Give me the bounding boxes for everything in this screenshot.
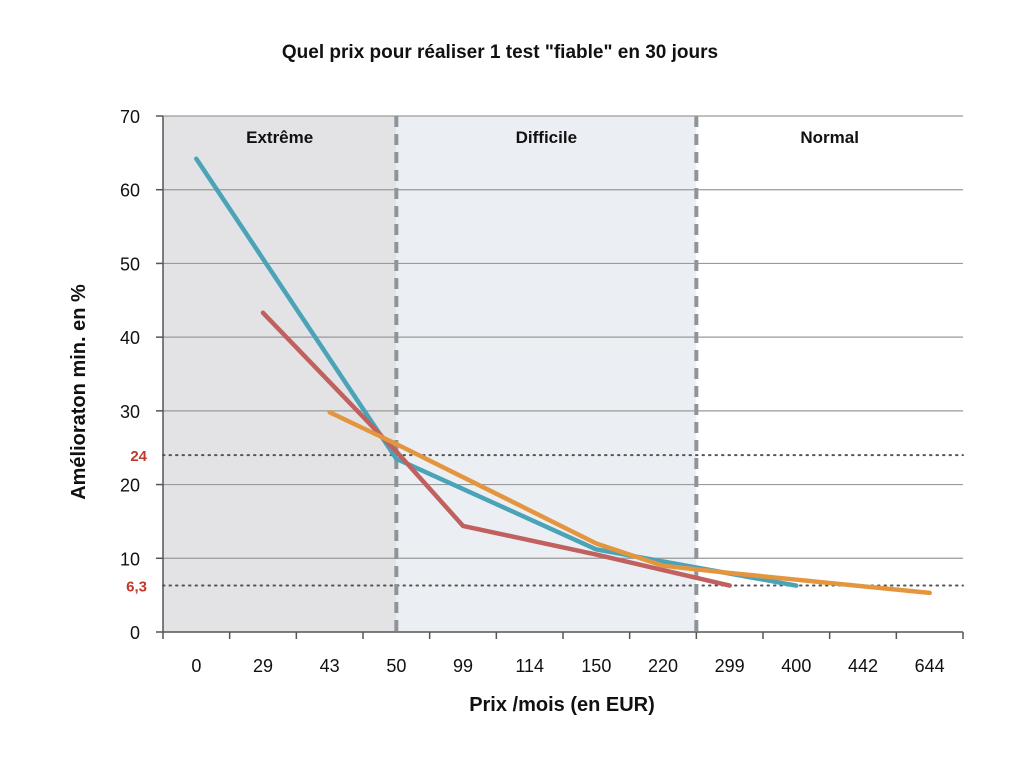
x-tick-label: 150 — [581, 656, 611, 676]
y-tick-label: 0 — [130, 623, 140, 643]
series-line-3 — [327, 410, 932, 596]
x-tick-label: 29 — [253, 656, 273, 676]
axes-layer — [156, 115, 964, 639]
x-tick-label: 644 — [915, 656, 945, 676]
y-tick-label: 50 — [120, 254, 140, 274]
x-tick-label: 114 — [515, 656, 544, 676]
x-tick-label: 299 — [715, 656, 745, 676]
zone-dividers-layer — [394, 116, 699, 632]
y-tick-label: 40 — [120, 328, 140, 348]
y-tick-label: 20 — [120, 476, 140, 496]
y-axis-title: Amélioraton min. en % — [68, 284, 90, 500]
zone-band — [163, 116, 397, 632]
y-tick-label: 70 — [120, 107, 140, 127]
x-tick-label: 0 — [191, 656, 201, 676]
reference-line-label: 24 — [130, 448, 147, 465]
y-tick-label: 10 — [120, 549, 140, 569]
x-axis-title: Prix /mois (en EUR) — [469, 694, 655, 716]
x-tick-label: 50 — [386, 656, 406, 676]
x-tick-label: 99 — [453, 656, 473, 676]
zones-layer — [163, 116, 963, 632]
zone-label: Extrême — [246, 128, 313, 147]
series-line-2 — [260, 310, 732, 588]
x-tick-label: 400 — [781, 656, 811, 676]
y-tick-label: 60 — [120, 181, 140, 201]
x-tick-label: 442 — [848, 656, 878, 676]
zone-band — [396, 116, 697, 632]
zone-label: Difficile — [516, 128, 577, 147]
x-tick-label: 43 — [320, 656, 340, 676]
zone-band — [696, 116, 963, 632]
chart-title: Quel prix pour réaliser 1 test "fiable" … — [281, 42, 719, 63]
reference-line-label: 6,3 — [126, 579, 147, 596]
x-tick-label: 220 — [648, 656, 678, 676]
y-tick-label: 30 — [120, 402, 140, 422]
series-layer — [194, 156, 932, 596]
zone-label: Normal — [800, 128, 859, 147]
labels-layer: Extrême Difficile Normal 0 10 20 30 40 50 60 70 24 6… — [120, 107, 945, 676]
gridlines-layer — [163, 115, 963, 559]
